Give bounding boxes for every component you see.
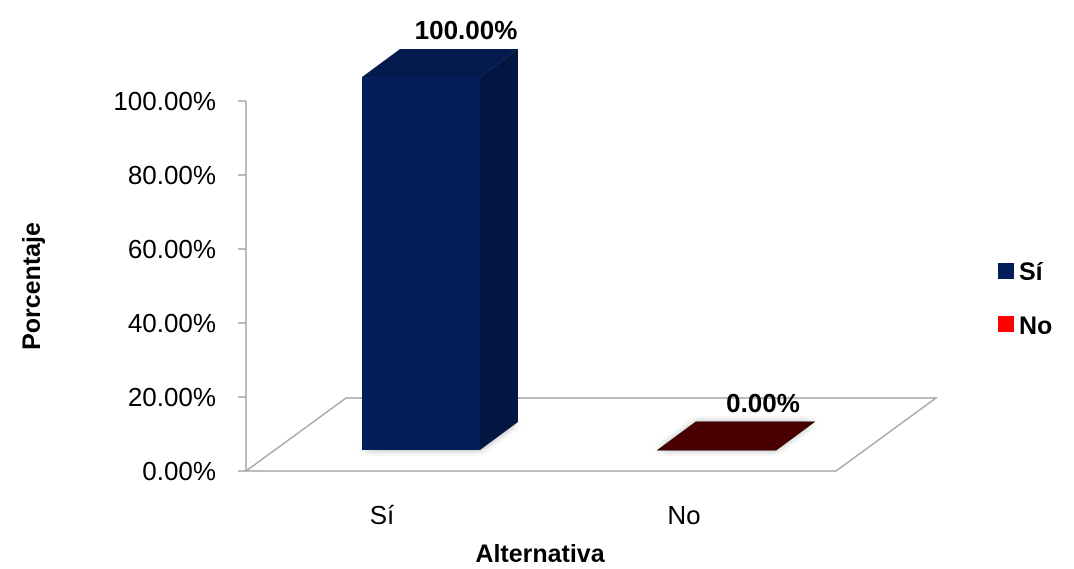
y-tick-label: 60.00% — [128, 234, 216, 264]
x-tick-label: No — [667, 500, 700, 530]
y-tick-label: 100.00% — [113, 86, 216, 116]
x-axis-labels: Sí No — [370, 500, 701, 530]
y-axis-title: Porcentaje — [18, 222, 46, 350]
y-tick-label: 80.00% — [128, 160, 216, 190]
legend-label-si: Sí — [1019, 258, 1044, 286]
legend-swatch-si — [998, 263, 1014, 279]
legend-swatch-no — [998, 316, 1014, 332]
y-tick-label: 20.00% — [128, 382, 216, 412]
x-axis-title: Alternativa — [475, 540, 605, 568]
y-axis-ticks: 0.00% 20.00% 40.00% 60.00% 80.00% 100.00% — [113, 86, 246, 486]
bar-no-top — [656, 421, 816, 451]
y-tick-label: 40.00% — [128, 308, 216, 338]
bar-si-front — [362, 77, 480, 450]
bar-si-side — [480, 49, 518, 450]
bar-si-top — [362, 49, 518, 77]
data-label: 0.00% — [726, 388, 800, 418]
legend: Sí No — [998, 258, 1052, 340]
y-tick-label: 0.00% — [142, 456, 216, 486]
legend-label-no: No — [1019, 312, 1052, 340]
x-tick-label: Sí — [370, 500, 395, 530]
bars: 100.00% 0.00% — [362, 15, 816, 451]
plot-floor — [243, 397, 939, 472]
data-label: 100.00% — [415, 15, 518, 45]
